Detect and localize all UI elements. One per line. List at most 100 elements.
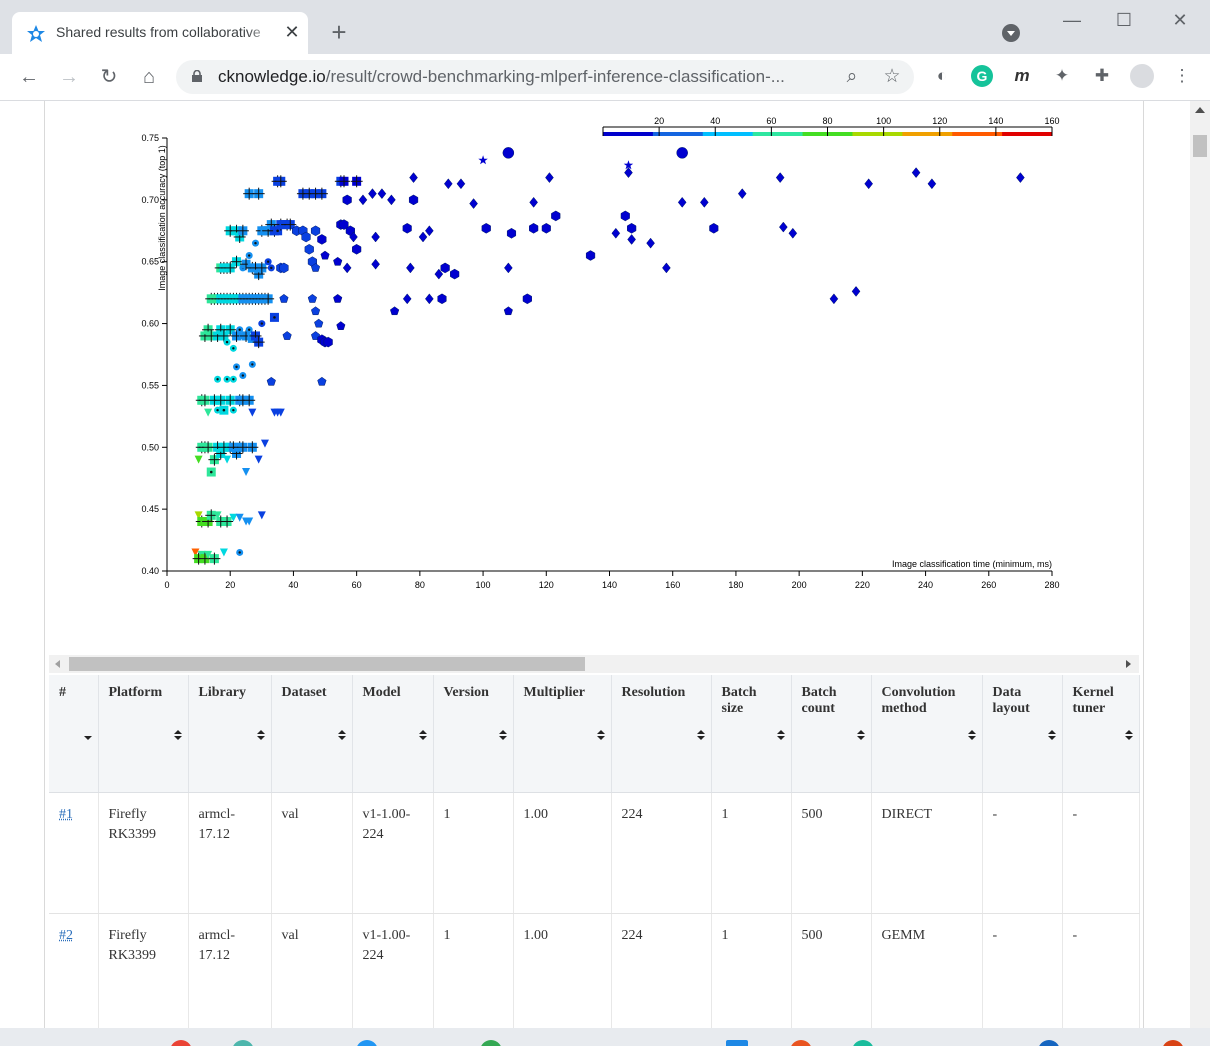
data-point-pentagon — [333, 293, 343, 303]
taskbar-app-icon[interactable] — [1038, 1040, 1060, 1046]
vertical-scrollbar[interactable] — [1190, 101, 1210, 1028]
profile-avatar-icon[interactable] — [1130, 64, 1154, 88]
colorbar-tick-label: 160 — [1044, 116, 1059, 126]
colorbar-segment — [603, 132, 654, 136]
data-point-diamond — [434, 268, 444, 280]
content-frame — [44, 101, 1144, 1028]
data-point-pentagon — [390, 306, 400, 316]
data-point-hexagon — [585, 250, 596, 261]
column-header[interactable]: Dataset — [271, 675, 353, 793]
sort-icon[interactable] — [967, 730, 976, 740]
zoom-icon[interactable]: ⌕ — [846, 66, 858, 87]
scroll-right-icon[interactable] — [1126, 660, 1131, 668]
sort-icon[interactable] — [498, 730, 507, 740]
sort-icon[interactable] — [1047, 730, 1056, 740]
taskbar-app-icon[interactable] — [480, 1040, 502, 1046]
scroll-left-icon[interactable] — [55, 660, 60, 668]
table-cell: val — [271, 792, 353, 914]
data-point-diamond — [677, 196, 687, 208]
sort-icon[interactable] — [173, 730, 182, 740]
extension-star-icon[interactable]: ✦ — [1054, 66, 1070, 85]
data-point-diamond — [624, 167, 633, 179]
table-cell[interactable]: #2 — [49, 913, 99, 1035]
taskbar-app-icon[interactable] — [356, 1040, 378, 1046]
row-link[interactable]: #2 — [59, 928, 73, 943]
data-point-triangle — [257, 511, 266, 520]
colorbar-segment — [702, 132, 754, 136]
extension-m-icon[interactable]: m — [1014, 66, 1030, 85]
reload-icon[interactable]: ↻ — [100, 66, 118, 88]
vertical-scroll-thumb[interactable] — [1193, 135, 1207, 157]
data-point-diamond — [456, 178, 466, 190]
extensions-puzzle-icon[interactable]: ✚ — [1094, 66, 1110, 85]
sort-icon[interactable] — [696, 730, 705, 740]
column-header[interactable]: Model — [352, 675, 434, 793]
os-taskbar — [0, 1028, 1210, 1046]
minimize-icon[interactable]: — — [1063, 10, 1081, 30]
grammarly-icon[interactable]: G — [970, 64, 994, 88]
column-header-label: Version — [443, 685, 489, 700]
column-header[interactable]: Resolution — [611, 675, 712, 793]
table-horizontal-scrollbar[interactable] — [49, 655, 1139, 673]
lock-icon — [192, 70, 202, 82]
data-point-hexagon — [317, 234, 327, 245]
colorbar-segment — [952, 132, 1003, 136]
menu-kebab-icon[interactable]: ⋮ — [1173, 66, 1191, 85]
new-tab-button[interactable]: + — [331, 17, 347, 47]
data-point-diamond — [504, 262, 513, 274]
table-cell: - — [982, 792, 1063, 914]
extension-circle-icon[interactable]: ◐ — [936, 66, 948, 85]
column-header[interactable]: # — [49, 675, 99, 793]
data-point-diamond — [342, 262, 352, 274]
column-header[interactable]: Data layout — [982, 675, 1063, 793]
sort-icon[interactable] — [256, 730, 265, 740]
table-cell[interactable]: #1 — [49, 792, 99, 914]
column-header[interactable]: Batch size — [711, 675, 792, 793]
data-point-pentagon — [333, 256, 343, 266]
taskbar-app-icon[interactable] — [790, 1040, 812, 1046]
sort-icon[interactable] — [83, 730, 92, 740]
table-cell: 500 — [791, 792, 872, 914]
home-icon[interactable]: ⌂ — [142, 66, 156, 88]
taskbar-app-icon[interactable] — [1162, 1040, 1184, 1046]
x-tick-label: 100 — [476, 580, 491, 590]
data-point-pentagon — [311, 306, 321, 316]
column-header[interactable]: Kernel tuner — [1062, 675, 1140, 793]
sort-icon[interactable] — [418, 730, 427, 740]
taskbar-app-icon[interactable] — [852, 1040, 874, 1046]
browser-tab-active[interactable]: Shared results from collaborative ✕ — [12, 12, 308, 54]
row-link[interactable]: #1 — [59, 807, 73, 822]
horizontal-scroll-thumb[interactable] — [69, 657, 585, 671]
sort-icon[interactable] — [1124, 730, 1133, 740]
column-header[interactable]: Version — [433, 675, 514, 793]
tab-close-icon[interactable]: ✕ — [284, 22, 300, 42]
maximize-icon[interactable]: ☐ — [1115, 10, 1133, 30]
data-point-diamond — [418, 231, 428, 243]
tab-search-dropdown-icon[interactable] — [1002, 24, 1020, 42]
back-arrow-icon[interactable]: ← — [19, 66, 39, 88]
taskbar-app-icon[interactable] — [726, 1040, 748, 1046]
column-header[interactable]: Convolution method — [871, 675, 983, 793]
sort-icon[interactable] — [776, 730, 785, 740]
taskbar-app-icon[interactable] — [232, 1040, 254, 1046]
data-point-hexagon — [310, 225, 321, 237]
data-point-diamond — [662, 262, 671, 274]
column-header[interactable]: Batch count — [791, 675, 872, 793]
address-bar[interactable]: cknowledge.io/result/crowd-benchmarking-… — [176, 60, 914, 94]
bookmark-star-icon[interactable]: ☆ — [883, 66, 901, 87]
column-header[interactable]: Platform — [98, 675, 189, 793]
forward-arrow-icon[interactable]: → — [59, 66, 79, 88]
data-point-triangle — [235, 513, 244, 522]
sort-icon[interactable] — [596, 730, 605, 740]
column-header[interactable]: Library — [188, 675, 272, 793]
window-close-icon[interactable]: ✕ — [1172, 10, 1188, 30]
data-point-dot-center — [270, 266, 273, 270]
sort-icon[interactable] — [856, 730, 865, 740]
data-point-dot-center — [241, 374, 245, 377]
scroll-up-icon[interactable] — [1195, 107, 1205, 113]
taskbar-app-icon[interactable] — [170, 1040, 192, 1046]
table-cell: 1 — [433, 913, 514, 1035]
data-point-triangle — [223, 455, 232, 464]
column-header[interactable]: Multiplier — [513, 675, 612, 793]
sort-icon[interactable] — [337, 730, 346, 740]
